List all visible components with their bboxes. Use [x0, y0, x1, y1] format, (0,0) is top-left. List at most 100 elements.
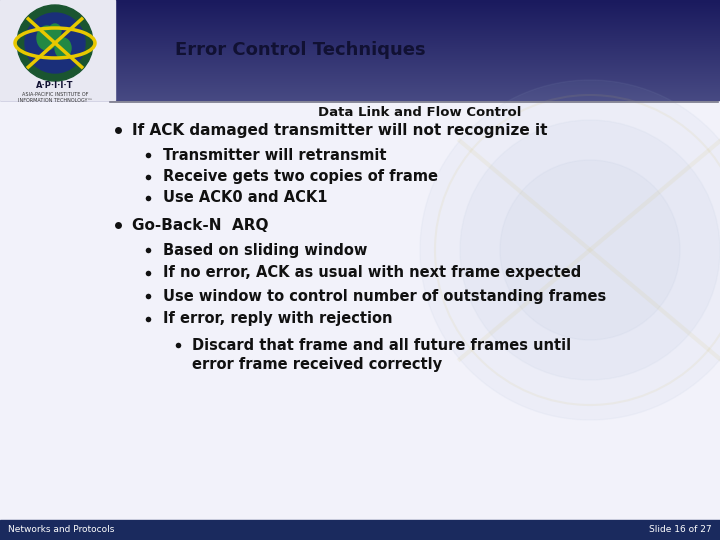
Bar	[0, 45, 720, 46]
Text: Error Control Techniques: Error Control Techniques	[175, 41, 426, 59]
Bar	[0, 75, 720, 76]
Bar	[0, 91, 720, 92]
Bar	[0, 92, 720, 93]
Bar	[0, 10, 720, 11]
Bar	[0, 28, 720, 29]
Bar	[0, 14, 720, 15]
Bar	[0, 67, 720, 68]
Text: Use window to control number of outstanding frames: Use window to control number of outstand…	[163, 288, 606, 303]
Bar	[0, 59, 720, 60]
Bar	[0, 21, 720, 22]
Bar	[0, 97, 720, 98]
Bar	[0, 35, 720, 36]
Text: Discard that frame and all future frames until: Discard that frame and all future frames…	[192, 338, 571, 353]
Bar	[0, 66, 720, 67]
Bar	[0, 49, 720, 50]
Bar	[0, 54, 720, 55]
Bar	[0, 0, 115, 100]
Bar	[0, 74, 720, 75]
Circle shape	[420, 80, 720, 420]
Bar	[0, 31, 720, 32]
Text: ASIA-PACIFIC INSTITUTE OF: ASIA-PACIFIC INSTITUTE OF	[22, 91, 88, 97]
Text: If no error, ACK as usual with next frame expected: If no error, ACK as usual with next fram…	[163, 266, 581, 280]
Bar	[0, 53, 720, 54]
Bar	[0, 47, 720, 48]
Bar	[0, 99, 720, 100]
Bar	[0, 15, 720, 16]
Bar	[0, 34, 720, 35]
Bar	[0, 82, 720, 83]
Bar	[0, 68, 720, 69]
Bar	[0, 48, 720, 49]
Bar	[0, 83, 720, 84]
Bar	[0, 90, 720, 91]
Bar	[0, 4, 720, 5]
Bar	[0, 16, 720, 17]
Ellipse shape	[49, 24, 61, 38]
Bar	[0, 77, 720, 78]
Text: Transmitter will retransmit: Transmitter will retransmit	[163, 147, 387, 163]
Bar	[0, 55, 720, 56]
Bar	[0, 50, 720, 51]
Bar	[0, 40, 720, 41]
Text: Slide 16 of 27: Slide 16 of 27	[649, 525, 712, 535]
Bar	[0, 30, 720, 31]
Bar	[0, 98, 720, 99]
Bar	[0, 27, 720, 28]
Bar	[0, 38, 720, 39]
Bar	[0, 5, 720, 6]
Bar	[0, 8, 720, 9]
Bar	[0, 17, 720, 18]
Bar	[0, 46, 720, 47]
Bar	[0, 81, 720, 82]
Bar	[0, 24, 720, 25]
Bar	[0, 94, 720, 95]
Bar	[0, 71, 720, 72]
Bar	[0, 70, 720, 71]
Text: Networks and Protocols: Networks and Protocols	[8, 525, 114, 535]
Text: If ACK damaged transmitter will not recognize it: If ACK damaged transmitter will not reco…	[132, 123, 547, 138]
Ellipse shape	[37, 26, 57, 50]
Bar	[0, 41, 720, 42]
Circle shape	[17, 5, 93, 81]
Bar	[0, 58, 720, 59]
Bar	[0, 20, 720, 21]
Bar	[0, 76, 720, 77]
Text: Go-Back-N  ARQ: Go-Back-N ARQ	[132, 218, 269, 233]
Bar	[0, 43, 720, 44]
Bar	[0, 72, 720, 73]
Circle shape	[500, 160, 680, 340]
Bar	[0, 60, 720, 61]
Bar	[0, 62, 720, 63]
Text: Receive gets two copies of frame: Receive gets two copies of frame	[163, 170, 438, 185]
Bar	[0, 96, 720, 97]
Bar	[0, 88, 720, 89]
Bar	[0, 26, 720, 27]
Bar	[0, 85, 720, 86]
Bar	[0, 52, 720, 53]
Bar	[0, 37, 720, 38]
Bar	[0, 51, 720, 52]
Bar	[0, 78, 720, 79]
Bar	[0, 80, 720, 81]
Bar	[0, 69, 720, 70]
Bar	[0, 65, 720, 66]
Bar	[0, 32, 720, 33]
Bar	[0, 19, 720, 20]
Bar	[0, 87, 720, 88]
Bar	[0, 64, 720, 65]
Text: A·P·I·I·T: A·P·I·I·T	[36, 82, 73, 91]
Bar	[0, 18, 720, 19]
Bar	[0, 12, 720, 13]
Bar	[0, 84, 720, 85]
Bar	[0, 89, 720, 90]
Text: Use ACK0 and ACK1: Use ACK0 and ACK1	[163, 191, 328, 206]
Text: If error, reply with rejection: If error, reply with rejection	[163, 312, 392, 327]
Bar	[0, 39, 720, 40]
Bar	[0, 56, 720, 57]
Bar	[0, 13, 720, 14]
Bar	[0, 42, 720, 43]
Text: Data Link and Flow Control: Data Link and Flow Control	[318, 105, 522, 118]
Text: error frame received correctly: error frame received correctly	[192, 356, 442, 372]
Bar	[0, 11, 720, 12]
